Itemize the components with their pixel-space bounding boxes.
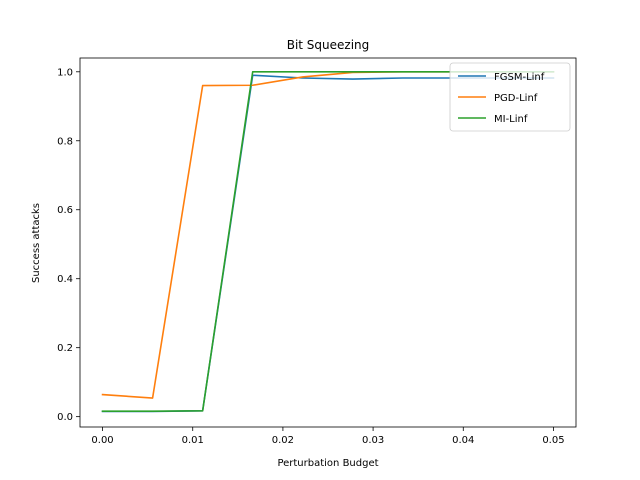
legend-label: PGD-Linf bbox=[494, 93, 538, 104]
axis-ticks: 0.00 0.01 0.02 0.03 0.04 0.05 0.0 0.2 0.4 0.6 0.8 1… bbox=[57, 67, 564, 446]
x-tick-label: 0.04 bbox=[452, 435, 474, 446]
legend-label: MI-Linf bbox=[494, 114, 528, 125]
x-tick-label: 0.05 bbox=[542, 435, 564, 446]
y-tick-label: 0.6 bbox=[57, 205, 73, 216]
legend-box bbox=[449, 62, 571, 132]
y-tick-label: 0.8 bbox=[57, 136, 73, 147]
plot-frame bbox=[79, 57, 577, 428]
x-tick-label: 0.01 bbox=[182, 435, 204, 446]
y-tick-label: 0.4 bbox=[57, 274, 73, 285]
y-tick-label: 0.2 bbox=[57, 343, 73, 354]
x-tick-label: 0.00 bbox=[91, 435, 113, 446]
y-tick-label: 1.0 bbox=[57, 67, 73, 78]
x-axis-label: Perturbation Budget bbox=[277, 458, 378, 469]
y-tick-label: 0.0 bbox=[57, 412, 73, 423]
legend-label: FGSM-Linf bbox=[494, 72, 545, 83]
x-tick-label: 0.03 bbox=[362, 435, 384, 446]
legend: FGSM-Linf PGD-Linf MI-Linf bbox=[449, 62, 571, 132]
x-tick-label: 0.02 bbox=[272, 435, 294, 446]
y-axis-label: Success attacks bbox=[31, 203, 42, 283]
chart-title: Bit Squeezing bbox=[287, 38, 370, 52]
